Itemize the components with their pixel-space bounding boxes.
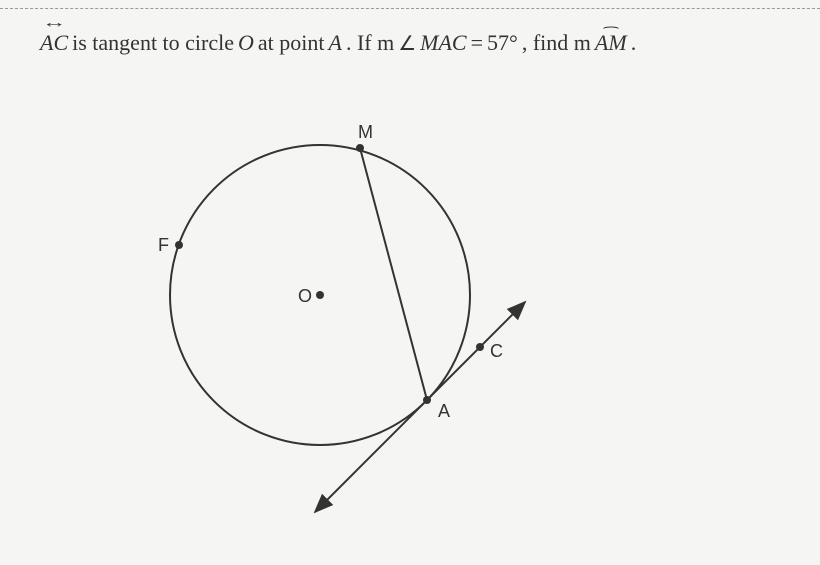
problem-statement: AC is tangent to circle O at point A . I… [40,30,636,56]
label-a: A [438,401,450,421]
angle-value: 57° [487,30,518,56]
point-a [423,396,431,404]
line-ac-symbol: AC [40,30,68,56]
circle-name: O [238,30,254,56]
diagram-svg: O M F A C [130,95,570,545]
center-point-o [316,291,324,299]
label-o: O [298,286,312,306]
label-f: F [158,235,169,255]
label-c: C [490,341,503,361]
page-divider [0,8,820,9]
text-segment-4: , find m [522,30,591,56]
label-m: M [358,122,373,142]
period: . [631,30,637,56]
text-segment-2: at point [258,30,325,56]
point-c [476,343,484,351]
point-m [356,144,364,152]
text-segment-1: is tangent to circle [72,30,234,56]
geometry-diagram: O M F A C [130,95,570,545]
angle-mac: MAC [420,30,466,56]
angle-symbol: ∠ [398,31,416,56]
tangent-line-ac [315,302,525,512]
chord-ma [360,148,427,400]
text-segment-3: . If m [346,30,394,56]
point-a-ref: A [329,30,342,56]
equals-sign: = [471,30,483,56]
arc-am-symbol: AM [595,30,627,56]
point-f [175,241,183,249]
